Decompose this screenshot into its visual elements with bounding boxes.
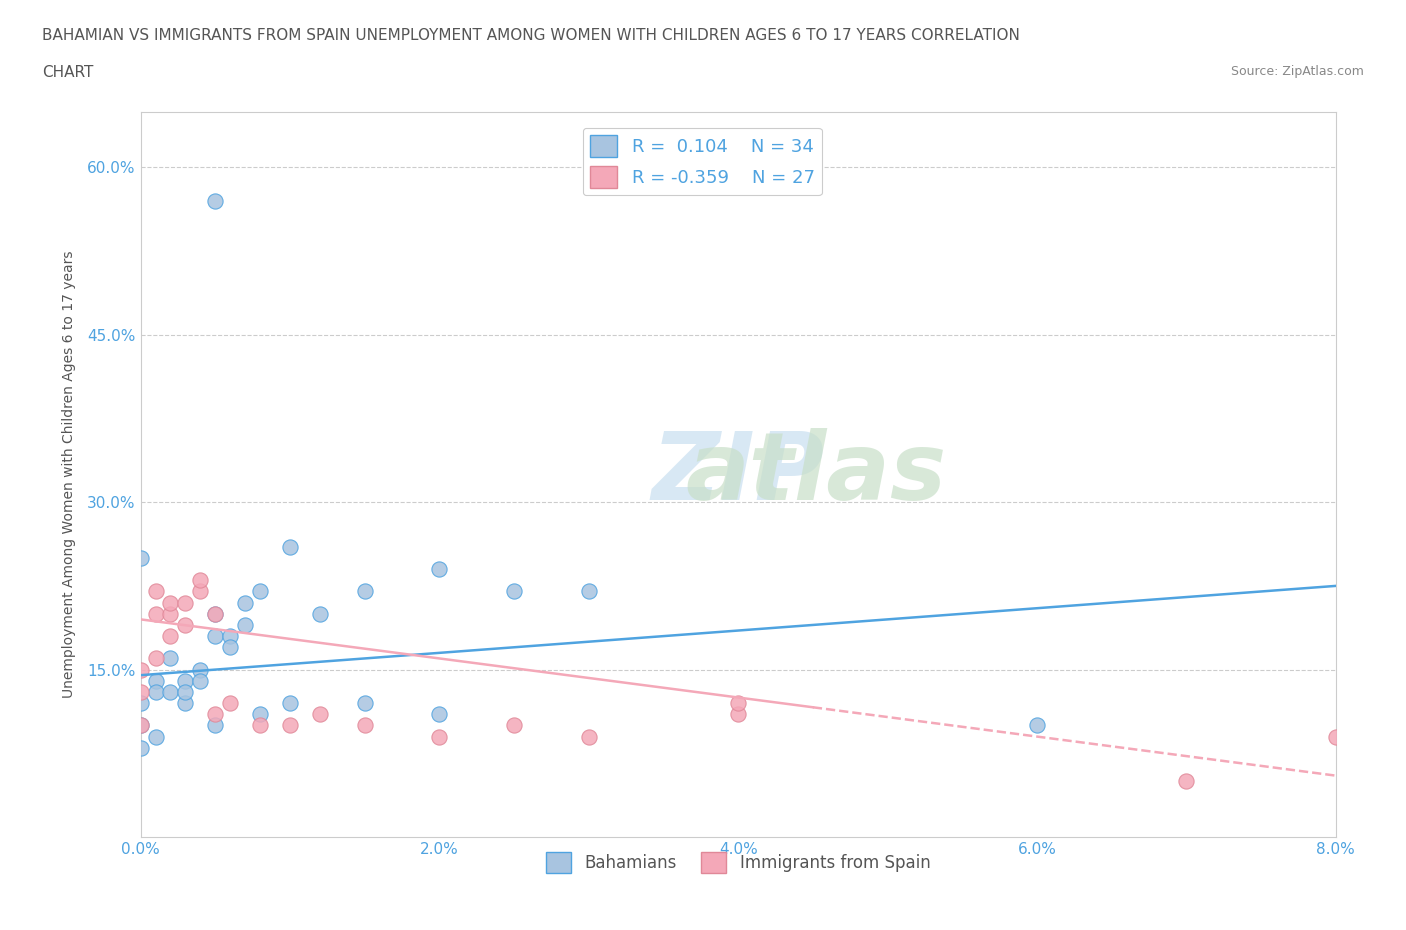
Point xyxy=(278,718,301,733)
Point xyxy=(1026,718,1049,733)
Point xyxy=(159,606,181,621)
Point xyxy=(129,551,152,565)
Point xyxy=(145,684,167,699)
Text: atlas: atlas xyxy=(685,429,946,520)
Point xyxy=(188,573,212,588)
Point xyxy=(145,729,167,744)
Point xyxy=(204,707,226,722)
Point xyxy=(727,696,749,711)
Point xyxy=(204,629,226,644)
Point xyxy=(427,562,450,577)
Point xyxy=(309,707,332,722)
Point xyxy=(145,606,167,621)
Point xyxy=(174,618,197,632)
Point xyxy=(159,595,181,610)
Point xyxy=(278,539,301,554)
Point xyxy=(233,595,256,610)
Point xyxy=(174,696,197,711)
Point xyxy=(129,696,152,711)
Point xyxy=(219,696,242,711)
Point xyxy=(204,606,226,621)
Point xyxy=(174,595,197,610)
Text: ZIP: ZIP xyxy=(652,429,824,520)
Point xyxy=(353,584,375,599)
Point xyxy=(233,618,256,632)
Point xyxy=(129,740,152,755)
Point xyxy=(249,718,271,733)
Text: BAHAMIAN VS IMMIGRANTS FROM SPAIN UNEMPLOYMENT AMONG WOMEN WITH CHILDREN AGES 6 : BAHAMIAN VS IMMIGRANTS FROM SPAIN UNEMPL… xyxy=(42,28,1021,43)
Point xyxy=(353,718,375,733)
Point xyxy=(129,718,152,733)
Point xyxy=(309,606,332,621)
Y-axis label: Unemployment Among Women with Children Ages 6 to 17 years: Unemployment Among Women with Children A… xyxy=(62,250,76,698)
Point xyxy=(129,662,152,677)
Point xyxy=(353,696,375,711)
Point xyxy=(145,584,167,599)
Point xyxy=(427,729,450,744)
Point xyxy=(278,696,301,711)
Point xyxy=(145,673,167,688)
Point xyxy=(129,718,152,733)
Point xyxy=(1324,729,1347,744)
Point xyxy=(159,651,181,666)
Point xyxy=(249,707,271,722)
Point xyxy=(204,718,226,733)
Point xyxy=(145,651,167,666)
Point xyxy=(249,584,271,599)
Point xyxy=(503,584,526,599)
Point xyxy=(1175,774,1198,789)
Point xyxy=(129,684,152,699)
Point xyxy=(503,718,526,733)
Point xyxy=(188,673,212,688)
Point xyxy=(427,707,450,722)
Point xyxy=(204,193,226,208)
Point xyxy=(578,584,600,599)
Point xyxy=(578,729,600,744)
Point xyxy=(219,629,242,644)
Point xyxy=(219,640,242,655)
Point xyxy=(188,662,212,677)
Legend: Bahamians, Immigrants from Spain: Bahamians, Immigrants from Spain xyxy=(538,845,938,880)
Text: Source: ZipAtlas.com: Source: ZipAtlas.com xyxy=(1230,65,1364,78)
Point xyxy=(204,606,226,621)
Text: CHART: CHART xyxy=(42,65,94,80)
Point xyxy=(727,707,749,722)
Point xyxy=(159,684,181,699)
Point xyxy=(174,673,197,688)
Point xyxy=(188,584,212,599)
Point xyxy=(159,629,181,644)
Point xyxy=(174,684,197,699)
